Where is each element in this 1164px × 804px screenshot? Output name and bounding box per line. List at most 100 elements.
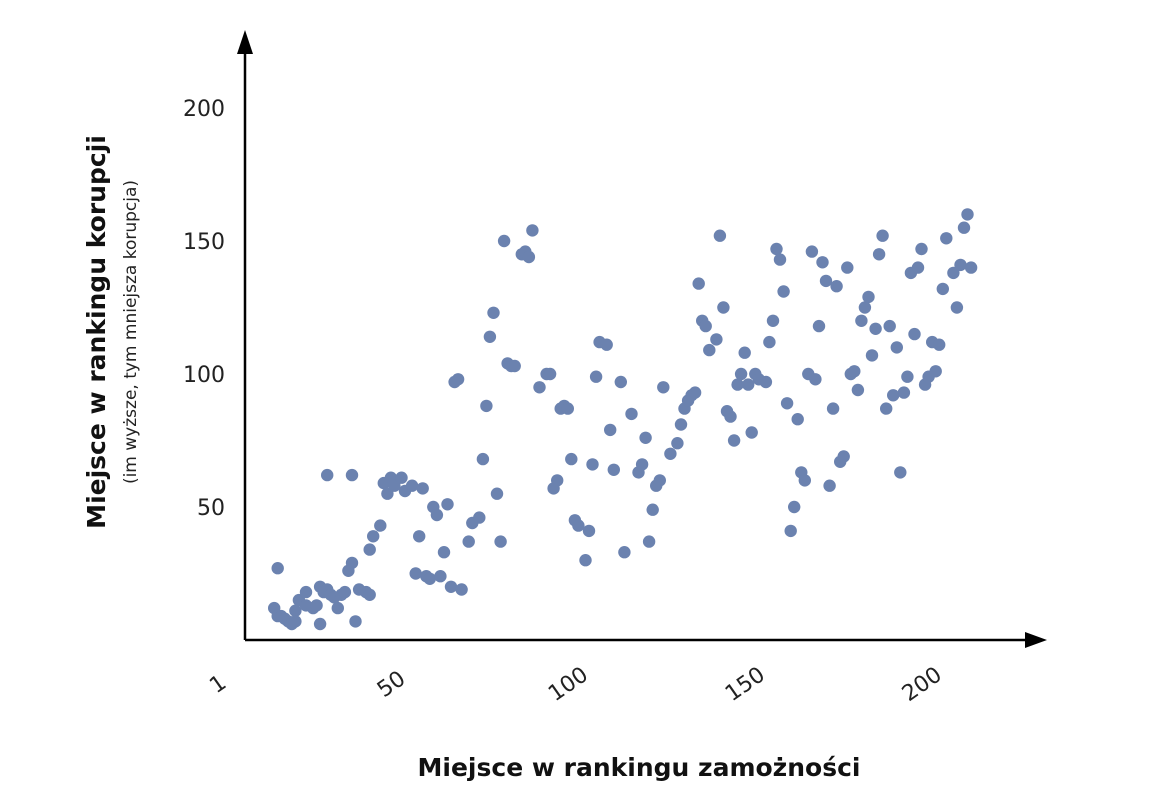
data-point — [483, 330, 497, 343]
data-point — [480, 399, 493, 413]
data-point — [809, 373, 822, 386]
data-point — [313, 617, 327, 631]
data-point — [345, 468, 359, 482]
data-point — [710, 333, 723, 346]
data-points — [268, 208, 978, 631]
data-point — [657, 381, 670, 394]
data-point — [897, 386, 911, 399]
data-point — [409, 567, 422, 580]
x-axis-label: Miejsce w rankingu zamożności — [418, 753, 861, 782]
data-point — [862, 290, 875, 304]
x-tick-label: 200 — [898, 662, 947, 707]
data-point — [462, 535, 475, 548]
data-point — [876, 229, 889, 242]
data-point — [441, 498, 454, 511]
data-point — [759, 375, 773, 389]
y-tick-labels: 50 100 150 200 — [183, 97, 225, 521]
data-point — [586, 458, 599, 471]
data-point — [766, 314, 780, 327]
data-point — [727, 434, 741, 447]
data-point — [338, 585, 352, 599]
data-point — [444, 580, 458, 593]
data-point — [607, 463, 620, 476]
data-point — [883, 319, 896, 333]
x-tick-labels: 1 50 100 150 200 — [205, 662, 946, 707]
data-point — [642, 535, 656, 548]
x-axis-arrow — [1025, 632, 1047, 648]
data-point — [865, 349, 879, 362]
data-point — [940, 232, 953, 245]
data-point — [816, 256, 829, 269]
x-tick-label: 50 — [373, 666, 410, 703]
data-point — [791, 413, 804, 426]
data-point — [699, 319, 712, 333]
axes — [237, 30, 1047, 648]
data-point — [770, 242, 783, 256]
data-point — [936, 282, 949, 296]
data-point — [625, 407, 638, 421]
data-point — [777, 285, 790, 298]
data-point — [487, 306, 500, 319]
data-point — [717, 301, 730, 314]
data-point — [363, 543, 376, 556]
data-point — [947, 266, 960, 280]
data-point — [890, 341, 903, 354]
data-point — [526, 224, 539, 237]
data-point — [713, 229, 727, 242]
data-point — [589, 370, 603, 383]
data-point — [473, 511, 486, 524]
data-point — [476, 452, 490, 466]
data-point — [826, 402, 840, 415]
x-tick-label: 100 — [544, 662, 593, 707]
data-point — [887, 389, 900, 402]
data-point — [565, 452, 578, 466]
data-point — [405, 479, 419, 492]
data-point — [614, 375, 627, 389]
data-point — [957, 221, 971, 234]
data-point — [872, 248, 886, 261]
data-point — [639, 431, 652, 444]
data-point — [533, 381, 546, 394]
data-point — [664, 447, 677, 460]
data-point — [423, 572, 436, 585]
data-point — [321, 468, 334, 482]
data-point — [731, 378, 744, 391]
data-point — [646, 503, 659, 516]
data-point — [703, 343, 716, 357]
data-point — [784, 524, 797, 538]
data-point — [950, 301, 964, 314]
data-point — [451, 373, 465, 386]
data-point — [395, 471, 408, 484]
data-point — [388, 479, 401, 492]
data-point — [894, 466, 907, 479]
data-point — [522, 250, 536, 264]
x-tick-label: 150 — [721, 662, 770, 707]
data-point — [738, 346, 751, 359]
data-point — [911, 261, 925, 274]
data-point — [830, 280, 843, 293]
data-point — [851, 383, 865, 397]
data-point — [880, 402, 893, 415]
data-point — [331, 601, 344, 615]
data-point — [437, 546, 451, 559]
data-point — [688, 386, 702, 399]
data-point — [551, 474, 564, 487]
data-point — [855, 314, 868, 327]
data-point — [299, 585, 313, 599]
data-point — [582, 524, 596, 538]
data-point — [289, 604, 302, 617]
data-point — [734, 367, 748, 381]
data-point — [742, 378, 755, 391]
data-point — [745, 426, 758, 439]
y-tick-label: 200 — [183, 97, 225, 122]
data-point — [600, 338, 613, 351]
data-point — [805, 245, 819, 258]
data-point — [933, 338, 946, 351]
data-point — [543, 367, 557, 381]
data-point — [367, 530, 380, 543]
data-point — [497, 234, 511, 248]
data-point — [788, 500, 801, 514]
data-point — [430, 508, 444, 522]
data-point — [798, 474, 811, 487]
